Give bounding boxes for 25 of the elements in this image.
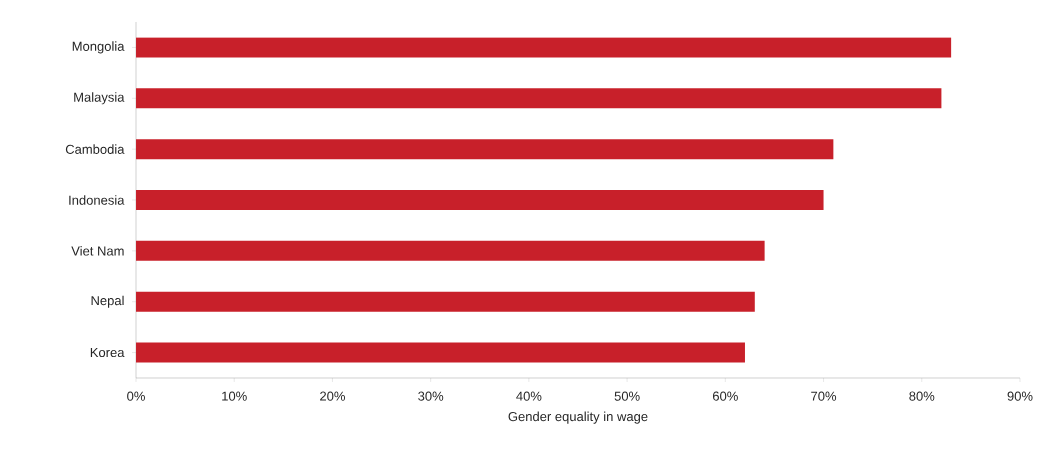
x-tick-label: 90% (1007, 391, 1033, 401)
y-tick-label: Mongolia (72, 41, 125, 54)
bar (136, 240, 765, 261)
y-tick-label: Cambodia (65, 144, 125, 154)
x-tick-label: 70% (811, 391, 837, 401)
bar (136, 37, 952, 58)
x-tick-label: 20% (320, 391, 345, 401)
bar (136, 342, 745, 363)
x-tick-label: 50% (614, 391, 640, 401)
y-tick-label: Nepal (91, 295, 124, 308)
bar (136, 88, 942, 109)
y-tick-label: Malaysia (74, 92, 125, 105)
y-tick-label: Viet Nam (71, 246, 124, 256)
y-tick-label: Indonesia (69, 195, 125, 205)
x-tick-label: 0% (127, 391, 145, 401)
x-tick-label: 40% (516, 391, 542, 401)
y-tick-label: Korea (90, 348, 125, 358)
bar (136, 139, 834, 160)
x-tick-label: 10% (222, 391, 247, 401)
x-axis-title: Gender equality in wage (508, 411, 648, 424)
x-tick-label: 80% (909, 391, 935, 401)
bar (136, 189, 824, 210)
bar (136, 291, 755, 312)
x-tick-label: 30% (418, 391, 444, 401)
x-tick-label: 60% (712, 391, 738, 401)
